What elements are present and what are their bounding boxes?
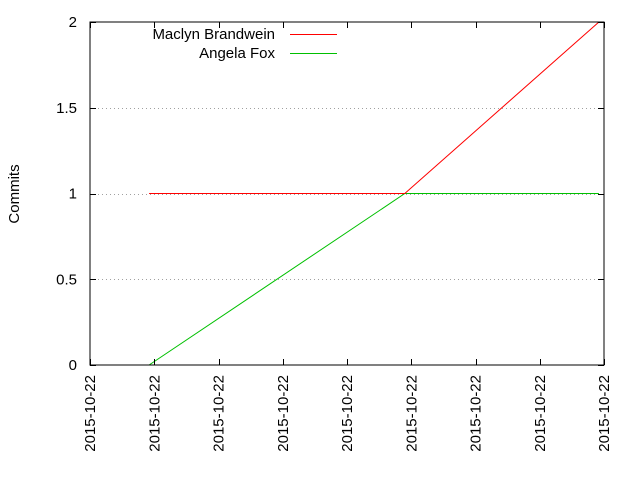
grid-layer xyxy=(90,108,604,280)
x-tick-label: 2015-10-22 xyxy=(532,375,549,452)
x-tick-label: 2015-10-22 xyxy=(468,375,485,452)
tick-layer xyxy=(90,22,605,366)
x-tick-label: 2015-10-22 xyxy=(403,375,420,452)
y-tick-label: 0 xyxy=(69,357,77,374)
y-tick-label: 1 xyxy=(69,186,77,203)
x-tick-label: 2015-10-22 xyxy=(82,375,99,452)
label-layer: 0 0.5 1 1.5 2 2015-10-22 2015-10-22 2015-10-22 2… xyxy=(56,14,613,452)
y-tick-label: 1.5 xyxy=(56,100,77,117)
legend: Maclyn Brandwein Angela Fox xyxy=(152,26,337,62)
x-tick-label: 2015-10-22 xyxy=(339,375,356,452)
legend-label-0: Maclyn Brandwein xyxy=(152,26,275,43)
series-line-0 xyxy=(149,21,600,194)
series-layer xyxy=(148,21,600,366)
x-tick-label: 2015-10-22 xyxy=(146,375,163,452)
x-tick-label: 2015-10-22 xyxy=(275,375,292,452)
legend-label-1: Angela Fox xyxy=(199,45,275,62)
x-tick-label: 2015-10-22 xyxy=(211,375,228,452)
y-tick-label: 2 xyxy=(69,14,77,31)
y-axis-label: Commits xyxy=(6,164,23,223)
y-tick-label: 0.5 xyxy=(56,271,77,288)
x-tick-label: 2015-10-22 xyxy=(596,375,613,452)
